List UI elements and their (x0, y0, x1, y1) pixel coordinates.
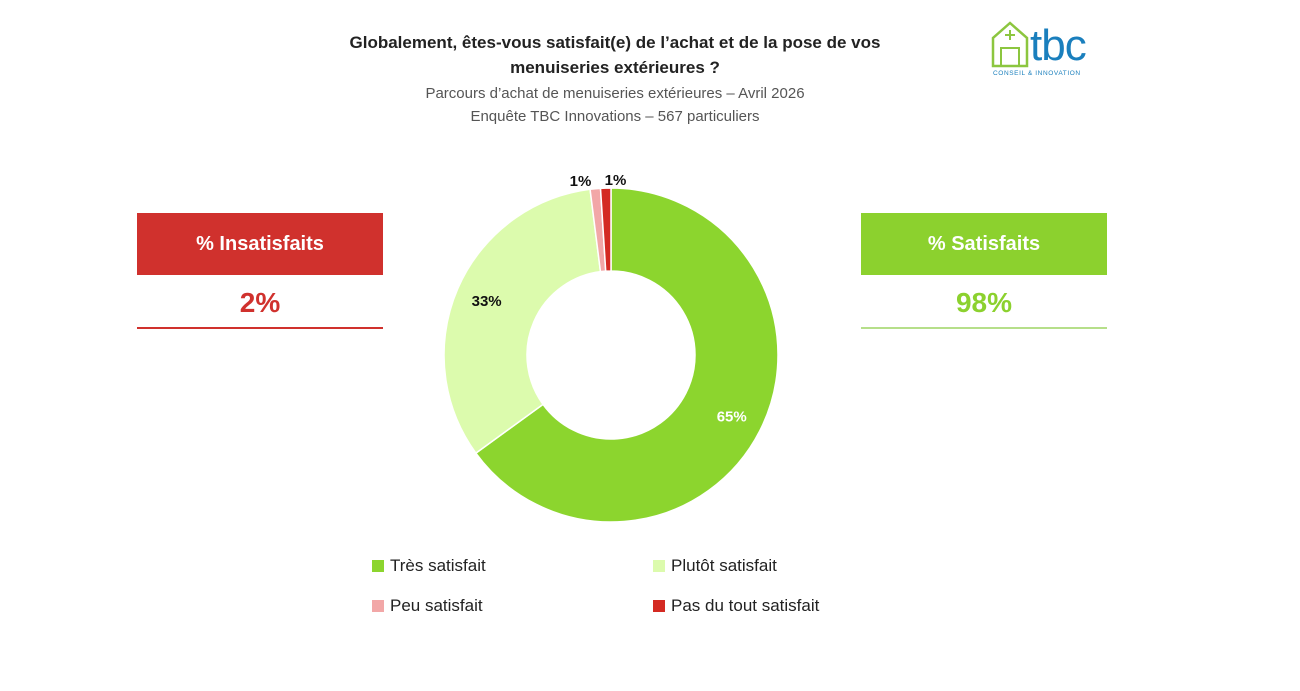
legend-swatch (653, 560, 665, 572)
legend-swatch (372, 600, 384, 612)
logo-word: tbc (1030, 21, 1087, 70)
data-label-0: 65% (717, 409, 747, 426)
data-label-1: 33% (472, 293, 502, 310)
legend-label: Peu satisfait (390, 596, 483, 615)
kpi-insatisfaits: % Insatisfaits 2% (137, 213, 383, 329)
subtitle-line-2: Enquête TBC Innovations – 567 particulie… (470, 108, 760, 125)
chart-title: Globalement, êtes-vous satisfait(e) de l… (300, 30, 930, 80)
kpi-satisfaits: % Satisfaits 98% (861, 213, 1107, 329)
data-label-2: 1% (570, 173, 592, 190)
legend-item-plutot-satisfait: Plutôt satisfait (653, 556, 777, 576)
title-line-2: menuiseries extérieures ? (510, 58, 720, 77)
title-line-1: Globalement, êtes-vous satisfait(e) de l… (349, 33, 881, 52)
kpi-insatisfaits-value: 2% (239, 287, 281, 318)
donut-slice-0 (474, 187, 779, 523)
legend-swatch (372, 560, 384, 572)
donut-slice-3 (599, 187, 612, 272)
legend-label: Plutôt satisfait (671, 556, 777, 575)
legend-swatch (653, 600, 665, 612)
legend-item-tres-satisfait: Très satisfait (372, 556, 486, 576)
legend-item-pas-du-tout-satisfait: Pas du tout satisfait (653, 596, 819, 616)
subtitle-line-1: Parcours d’achat de menuiseries extérieu… (425, 85, 805, 102)
legend-label: Pas du tout satisfait (671, 596, 820, 615)
chart-subtitle: Parcours d’achat de menuiseries extérieu… (300, 82, 930, 128)
logo-tagline: CONSEIL & INNOVATION (993, 70, 1081, 77)
kpi-satisfaits-underline (861, 327, 1107, 329)
tbc-logo: tbc CONSEIL & INNOVATION (990, 18, 1110, 80)
donut-slice-1 (443, 188, 602, 455)
data-label-3: 1% (605, 172, 627, 189)
legend-item-peu-satisfait: Peu satisfait (372, 596, 483, 616)
kpi-insatisfaits-underline (137, 327, 383, 329)
kpi-insatisfaits-label: % Insatisfaits (137, 213, 383, 275)
kpi-satisfaits-label: % Satisfaits (861, 213, 1107, 275)
kpi-satisfaits-value: 98% (955, 287, 1013, 318)
house-icon (991, 21, 1029, 68)
legend-label: Très satisfait (390, 556, 486, 575)
